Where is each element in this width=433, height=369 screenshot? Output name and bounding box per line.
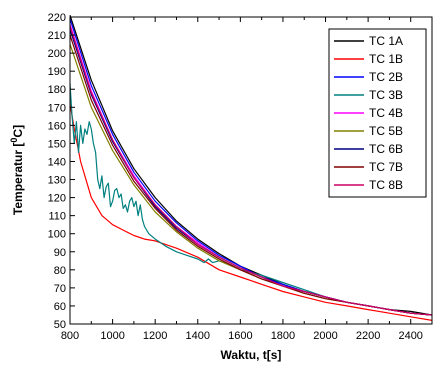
y-axis-title-tail: C]: [11, 125, 25, 138]
y-tick-label: 220: [48, 12, 66, 24]
y-tick-label: 70: [54, 283, 66, 295]
y-tick-label: 160: [48, 120, 66, 132]
y-tick-label: 170: [48, 102, 66, 114]
legend: TC 1A TC 1B TC 2B TC 3B TC 4B TC 5B TC 6B TC 7B…: [328, 28, 427, 198]
series-line-2: [69, 103, 433, 321]
x-tick-label: 1000: [100, 330, 124, 342]
y-axis: 50 60 70 80 90 100 110 120 130 140 150 160 170 180 190…: [48, 12, 75, 331]
y-tick-label: 150: [48, 138, 66, 150]
y-axis-title-main: Temperatur [: [11, 143, 25, 215]
x-axis-title: Waktu, t[s]: [221, 348, 282, 362]
x-tick-label: 800: [61, 330, 79, 342]
y-tick-label: 50: [54, 319, 66, 331]
y-tick-label: 190: [48, 66, 66, 78]
y-tick-label: 210: [48, 30, 66, 42]
legend-label: TC 8B: [369, 178, 403, 192]
y-tick-label: 90: [54, 247, 66, 259]
legend-label: TC 1A: [369, 34, 403, 48]
y-tick-label: 80: [54, 265, 66, 277]
legend-label: TC 2B: [369, 70, 403, 84]
x-tick-label: 1200: [143, 330, 167, 342]
legend-label: TC 1B: [369, 52, 403, 66]
x-tick-label: 2000: [313, 330, 337, 342]
legend-label: TC 7B: [369, 160, 403, 174]
x-tick-label: 1600: [228, 330, 252, 342]
series-line-9: [69, 25, 433, 316]
x-tick-label: 2200: [356, 330, 380, 342]
y-axis-title: Temperatur [0C]: [9, 125, 25, 215]
legend-label: TC 6B: [369, 142, 403, 156]
legend-label: TC 3B: [369, 88, 403, 102]
y-tick-label: 110: [48, 211, 66, 223]
y-tick-label: 130: [48, 175, 66, 187]
series-layer: [69, 15, 433, 321]
legend-label: TC 4B: [369, 106, 403, 120]
x-tick-label: 2400: [398, 330, 422, 342]
x-tick-label: 1800: [271, 330, 295, 342]
y-tick-label: 200: [48, 48, 66, 60]
y-tick-label: 180: [48, 84, 66, 96]
y-axis-title-sup: 0: [9, 138, 19, 143]
x-axis: 800 1000 1200 1400 1600 1800 2000 2200 2400: [61, 17, 423, 342]
legend-label: TC 5B: [369, 124, 403, 138]
x-tick-label: 1400: [186, 330, 210, 342]
y-tick-label: 120: [48, 193, 66, 205]
y-tick-label: 100: [48, 229, 66, 241]
y-tick-label: 60: [54, 301, 66, 313]
y-tick-label: 140: [48, 156, 66, 168]
plot-frame: [69, 16, 433, 325]
